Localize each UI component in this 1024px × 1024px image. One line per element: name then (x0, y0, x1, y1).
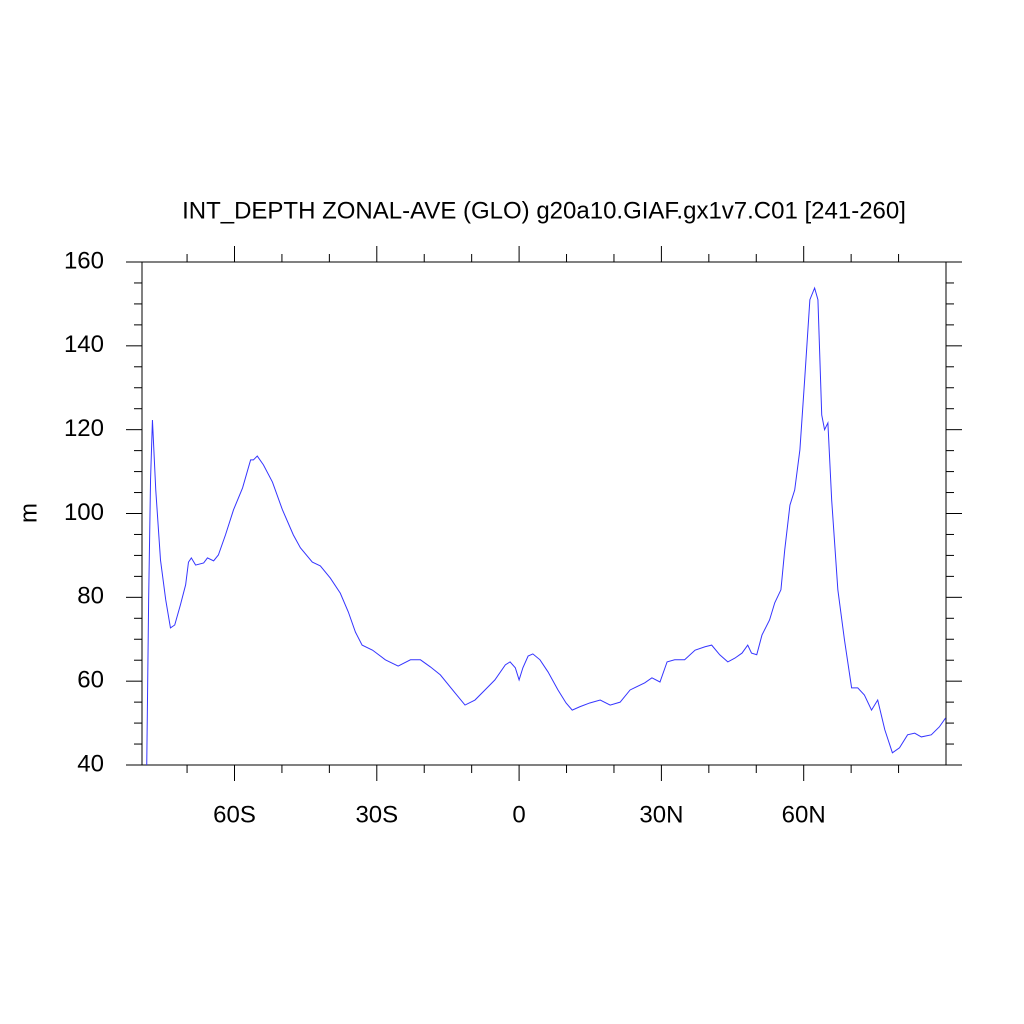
y-tick-label: 40 (77, 750, 104, 777)
y-tick-label: 60 (77, 667, 104, 694)
x-tick-label: 30N (639, 801, 683, 828)
x-tick-label: 60S (213, 801, 256, 828)
y-tick-label: 80 (77, 583, 104, 610)
y-axis-label: m (15, 503, 42, 523)
chart-title: INT_DEPTH ZONAL-AVE (GLO) g20a10.GIAF.gx… (182, 197, 906, 224)
y-tick-label: 120 (64, 415, 104, 442)
x-tick-label: 0 (512, 801, 525, 828)
plot-frame (141, 261, 947, 766)
data-line (146, 286, 946, 765)
x-tick-label: 60N (782, 801, 826, 828)
y-tick-label: 100 (64, 499, 104, 526)
y-tick-label: 140 (64, 331, 104, 358)
y-tick-label: 160 (64, 247, 104, 274)
x-tick-label: 30S (355, 801, 398, 828)
